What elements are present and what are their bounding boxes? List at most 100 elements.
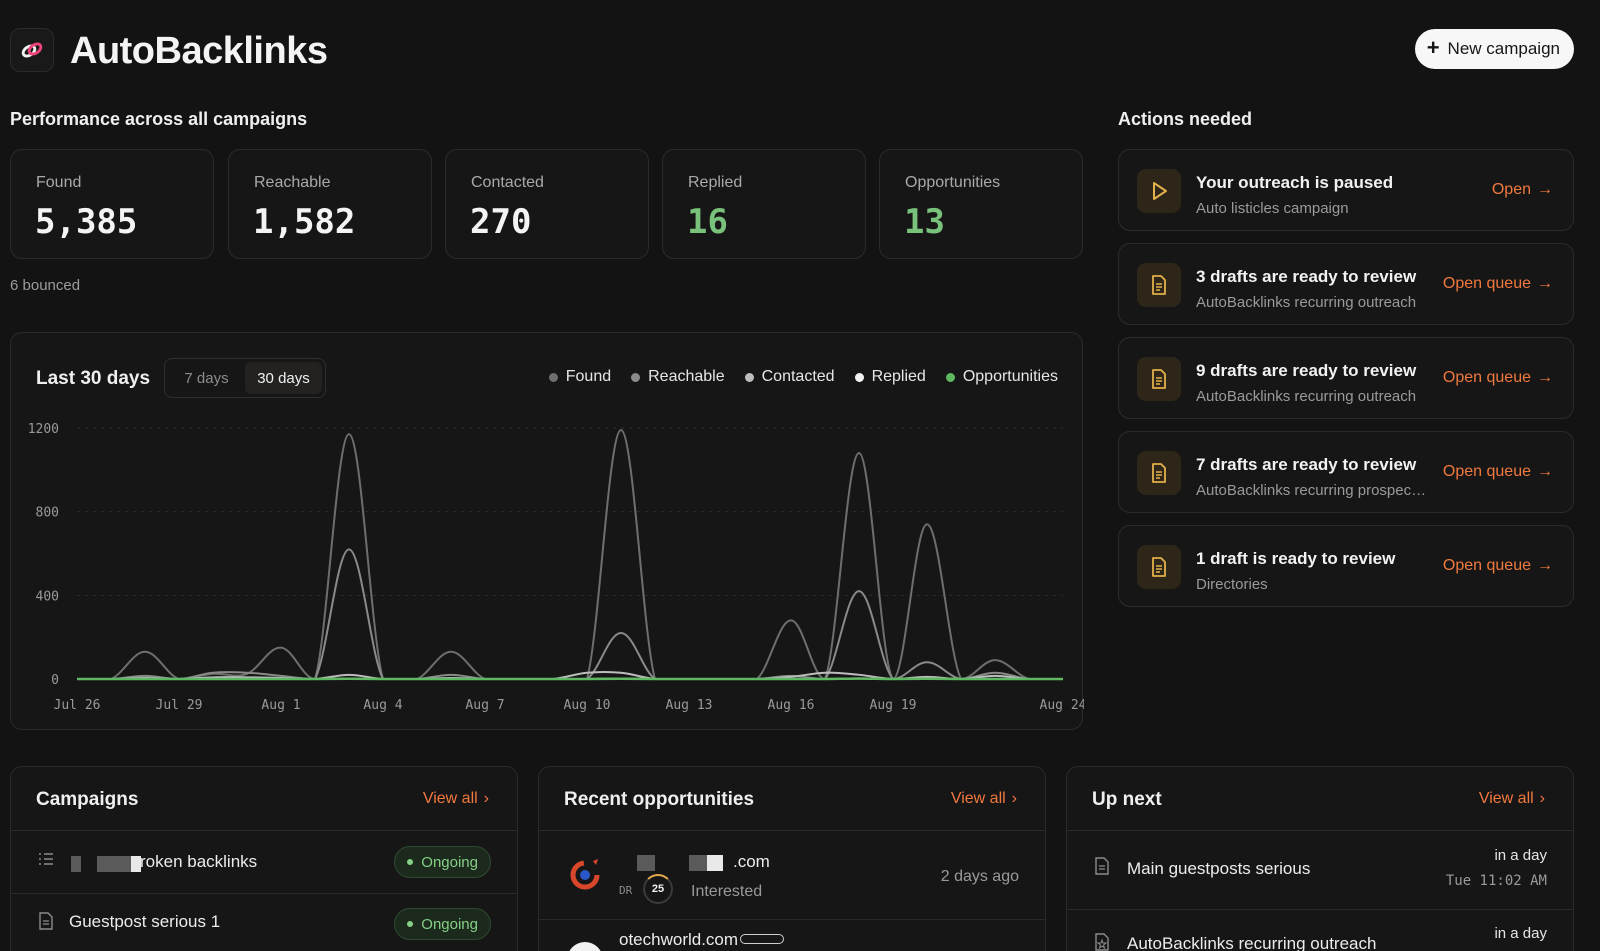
campaigns-panel: Campaigns View all › roken backlinks Ong…: [10, 766, 518, 951]
x-tick-label: Aug 7: [465, 698, 504, 713]
performance-title: Performance across all campaigns: [10, 109, 308, 129]
star-document-icon: [1094, 933, 1110, 951]
opportunities-view-all-link[interactable]: View all ›: [951, 790, 1017, 808]
chevron-right-icon: ›: [1011, 790, 1017, 807]
y-tick-label: 1200: [28, 422, 59, 437]
x-tick-label: Aug 16: [768, 698, 815, 713]
arrow-right-icon: →: [1537, 557, 1553, 574]
view-all-label: View all: [1478, 790, 1534, 807]
opportunity-domain: otechworld.com: [619, 930, 739, 949]
app-logo[interactable]: [10, 28, 54, 72]
status-dot: [407, 859, 414, 865]
up-next-view-all-link[interactable]: View all ›: [1479, 790, 1545, 808]
action-subtitle: Auto listicles campaign: [1196, 200, 1349, 217]
document-icon: [1137, 263, 1181, 307]
stat-value: 16: [687, 202, 728, 242]
legend-item[interactable]: Replied: [854, 368, 926, 386]
legend-label: Reachable: [648, 368, 725, 385]
y-tick-label: 0: [51, 673, 59, 688]
legend-item[interactable]: Contacted: [744, 368, 835, 386]
stat-label: Replied: [688, 174, 743, 191]
campaign-row[interactable]: Guestpost serious 1 Ongoing: [11, 894, 517, 951]
legend-item[interactable]: Reachable: [631, 368, 725, 386]
activity-chart: 0 400 800 1200 Jul 26 Jul 29 Aug 1 Aug 4 Aug 7 Au…: [28, 422, 1084, 713]
redacted-block: [71, 856, 81, 872]
campaigns-view-all-link[interactable]: View all ›: [423, 790, 489, 808]
new-campaign-button[interactable]: + New campaign: [1414, 29, 1574, 69]
dr-score: 25: [651, 883, 665, 895]
x-tick-label: Aug 13: [666, 698, 713, 713]
action-title: 3 drafts are ready to review: [1196, 267, 1417, 286]
view-all-label: View all: [950, 790, 1006, 807]
legend-label: Opportunities: [962, 368, 1058, 385]
app-title: AutoBacklinks: [70, 30, 328, 72]
open-queue-link[interactable]: Open queue →: [1443, 463, 1553, 481]
document-icon: [1094, 857, 1110, 880]
up-next-row[interactable]: AutoBacklinks recurring outreach in a da…: [1067, 910, 1573, 951]
action-card-drafts-review[interactable]: 7 drafts are ready to review AutoBacklin…: [1118, 431, 1574, 513]
up-next-name: AutoBacklinks recurring outreach: [1127, 934, 1377, 951]
stat-card-reachable: Reachable 1,582: [228, 149, 432, 259]
x-tick-label: Jul 26: [54, 698, 101, 713]
legend-item[interactable]: Opportunities: [945, 368, 1058, 386]
open-queue-link[interactable]: Open queue →: [1443, 369, 1553, 387]
opportunity-time: 2 days ago: [940, 868, 1019, 885]
panel-divider: [1067, 830, 1573, 831]
x-tick-label: Aug 10: [564, 698, 611, 713]
stat-label: Found: [36, 174, 82, 191]
arrow-right-icon: →: [1537, 369, 1553, 386]
view-all-label: View all: [422, 790, 478, 807]
opportunity-domain: .com: [733, 852, 770, 871]
action-subtitle: AutoBacklinks recurring prospecting: [1196, 482, 1428, 499]
action-title: 7 drafts are ready to review: [1196, 455, 1417, 474]
open-queue-link[interactable]: Open queue →: [1443, 557, 1553, 575]
opportunity-row[interactable]: otechworld.com: [539, 920, 1045, 951]
legend-dot: [548, 372, 558, 382]
arrow-right-icon: →: [1537, 181, 1553, 198]
stat-value: 13: [904, 202, 945, 242]
stat-card-replied: Replied 16: [662, 149, 866, 259]
status-badge: Ongoing: [394, 846, 491, 878]
campaigns-title: Campaigns: [36, 789, 139, 810]
opportunity-row[interactable]: .com DR 25 Interested 2 days ago: [539, 831, 1045, 919]
open-queue-link[interactable]: Open queue →: [1443, 275, 1553, 293]
arrow-right-icon: →: [1537, 463, 1553, 480]
up-next-panel: Up next View all › Main guestposts serio…: [1066, 766, 1574, 951]
recent-opportunities-panel: Recent opportunities View all › .com DR …: [538, 766, 1046, 951]
panel-divider: [11, 830, 517, 831]
stat-card-contacted: Contacted 270: [445, 149, 649, 259]
status-badge: Ongoing: [394, 908, 491, 940]
range-30-days-button[interactable]: 30 days: [245, 362, 322, 394]
open-link[interactable]: Open →: [1492, 181, 1553, 199]
x-tick-label: Aug 24: [1040, 698, 1084, 713]
action-card-outreach-paused[interactable]: Your outreach is paused Auto listicles c…: [1118, 149, 1574, 231]
panel-divider: [1067, 909, 1573, 910]
stat-label: Reachable: [254, 174, 331, 191]
open-queue-label: Open queue: [1442, 275, 1531, 292]
stat-card-opportunities: Opportunities 13: [879, 149, 1083, 259]
list-icon: [38, 851, 54, 872]
opportunities-title: Recent opportunities: [564, 789, 755, 810]
up-next-row[interactable]: Main guestposts serious in a day Tue 11:…: [1067, 831, 1573, 909]
open-queue-label: Open queue: [1442, 463, 1531, 480]
chevron-right-icon: ›: [1539, 790, 1545, 807]
range-7-days-button[interactable]: 7 days: [168, 362, 245, 394]
bounced-count: 6 bounced: [10, 277, 81, 294]
open-queue-label: Open queue: [1442, 557, 1531, 574]
action-card-drafts-review[interactable]: 3 drafts are ready to review AutoBacklin…: [1118, 243, 1574, 325]
open-queue-label: Open queue: [1442, 369, 1531, 386]
action-card-drafts-review[interactable]: 9 drafts are ready to review AutoBacklin…: [1118, 337, 1574, 419]
legend-dot: [744, 372, 754, 382]
document-icon: [1137, 451, 1181, 495]
link-logo-icon: [21, 42, 43, 58]
up-next-name: Main guestposts serious: [1127, 859, 1311, 878]
y-tick-label: 800: [36, 506, 59, 521]
legend-item[interactable]: Found: [548, 368, 611, 386]
stat-value: 5,385: [35, 202, 138, 242]
action-card-drafts-review[interactable]: 1 draft is ready to review Directories O…: [1118, 525, 1574, 607]
campaign-row[interactable]: roken backlinks Ongoing: [11, 831, 517, 893]
actions-title: Actions needed: [1118, 109, 1253, 129]
up-next-when: in a day: [1494, 847, 1547, 864]
x-tick-label: Jul 29: [156, 698, 203, 713]
domain-badge: [740, 934, 784, 944]
